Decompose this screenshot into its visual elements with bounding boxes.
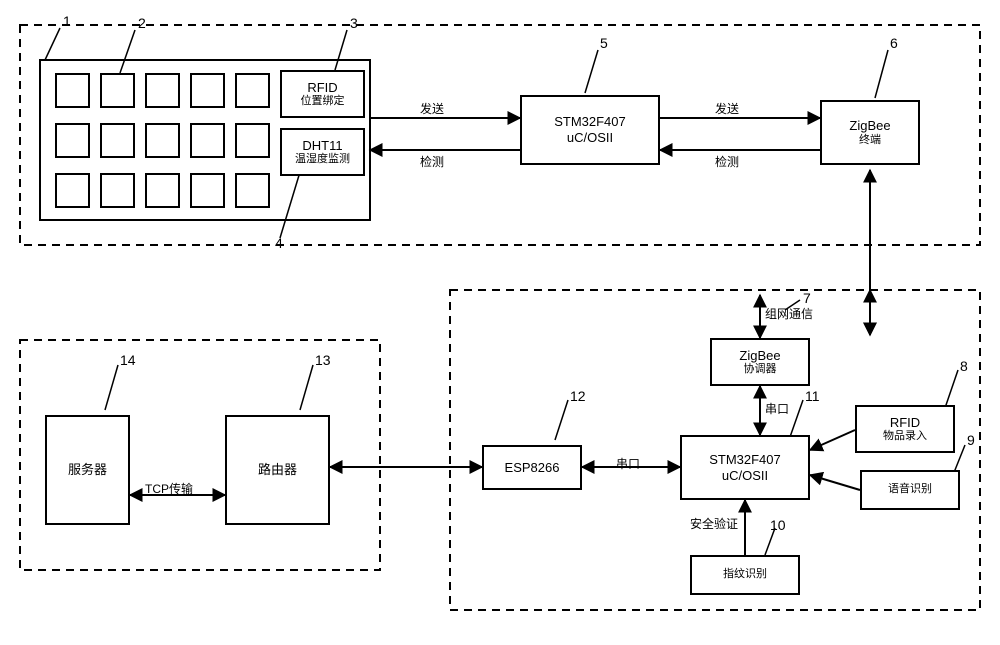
cabinet-cell [235,173,270,208]
zigbee-coord-box: ZigBee 协调器 [710,338,810,386]
rfid-entry-box: RFID 物品录入 [855,405,955,453]
voice-box: 语音识别 [860,470,960,510]
stm-top-l1: STM32F407 [554,114,626,130]
edge-detect-1: 检测 [420,153,444,170]
cabinet-cell [100,173,135,208]
voice-l: 语音识别 [888,483,932,496]
cabinet-cell [190,123,225,158]
label-5: 5 [600,35,608,51]
zigbee-terminal-box: ZigBee 终端 [820,100,920,165]
zigbee-coord-l1: ZigBee [739,348,780,364]
label-8: 8 [960,358,968,374]
cabinet-cell [235,73,270,108]
rfid-pos-l2: 位置绑定 [301,95,345,108]
esp-l: ESP8266 [505,460,560,476]
cabinet-cell [55,123,90,158]
cabinet-cell [145,73,180,108]
router-l: 路由器 [258,462,297,478]
esp8266-box: ESP8266 [482,445,582,490]
zigbee-term-l1: ZigBee [849,118,890,134]
label-14: 14 [120,352,136,368]
label-6: 6 [890,35,898,51]
label-12: 12 [570,388,586,404]
cabinet-cell [145,123,180,158]
edge-detect-2: 检测 [715,153,739,170]
cabinet-cell [190,73,225,108]
cabinet-cell [55,73,90,108]
dht11-box: DHT11 温湿度监测 [280,128,365,176]
router-box: 路由器 [225,415,330,525]
cabinet-cell [190,173,225,208]
dht-l1: DHT11 [302,138,342,154]
edge-send-1: 发送 [420,100,444,117]
cabinet-cell [145,173,180,208]
edge-security: 安全验证 [690,515,738,532]
rfid-position-box: RFID 位置绑定 [280,70,365,118]
rfid-entry-l2: 物品录入 [883,430,927,443]
stm-top-l2: uC/OSII [567,130,613,146]
label-9: 9 [967,432,975,448]
label-1: 1 [63,13,71,29]
label-13: 13 [315,352,331,368]
rfid-entry-l1: RFID [890,415,920,431]
label-10: 10 [770,517,786,533]
label-4: 4 [275,235,283,251]
fingerprint-l: 指纹识别 [723,568,767,581]
stm-bot-l1: STM32F407 [709,452,781,468]
label-11: 11 [805,388,820,404]
cabinet-cell [100,123,135,158]
label-7: 7 [803,290,811,306]
stm32-top-box: STM32F407 uC/OSII [520,95,660,165]
label-3: 3 [350,15,358,31]
edge-tcp: TCP传输 [145,480,193,497]
cabinet-cell [235,123,270,158]
dht-l2: 温湿度监测 [295,153,350,166]
server-box: 服务器 [45,415,130,525]
edge-mesh: 组网通信 [765,305,813,322]
cabinet-cell [55,173,90,208]
stm-bot-l2: uC/OSII [722,468,768,484]
edge-serial-1: 串口 [765,400,789,417]
rfid-pos-l1: RFID [307,80,337,96]
label-2: 2 [138,15,146,31]
server-l: 服务器 [68,462,107,478]
cabinet-cell [100,73,135,108]
edge-send-2: 发送 [715,100,739,117]
zigbee-coord-l2: 协调器 [744,363,777,376]
stm32-bottom-box: STM32F407 uC/OSII [680,435,810,500]
edge-serial-2: 串口 [616,455,640,472]
fingerprint-box: 指纹识别 [690,555,800,595]
zigbee-term-l2: 终端 [859,134,881,147]
